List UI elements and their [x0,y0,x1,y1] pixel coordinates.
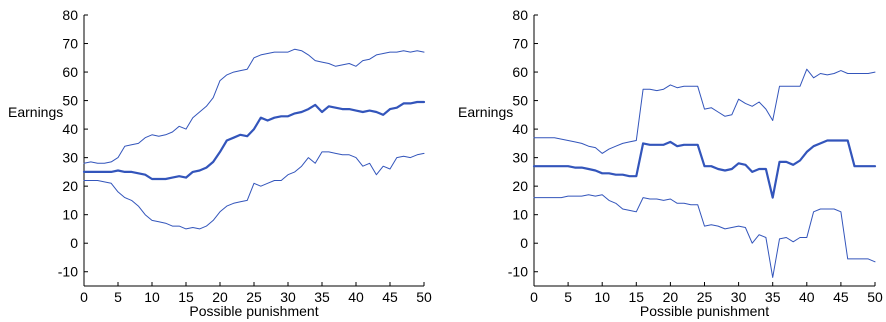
series-line-mean [532,139,877,199]
x-tick-label: 35 [765,289,781,305]
x-tick-label: 40 [799,289,815,305]
x-tick-label: 30 [731,289,747,305]
y-tick-label: 30 [512,150,528,166]
y-tick-label: 10 [512,207,528,223]
y-tick-label: 30 [62,150,78,166]
x-tick-label: 20 [663,289,679,305]
y-tick-label: 60 [62,64,78,80]
x-tick-label: 30 [280,289,296,305]
x-axis-label: Possible punishment [189,303,318,319]
y-tick-label: 70 [512,36,528,52]
y-axis-label: Earnings [458,104,513,120]
x-tick-label: 50 [867,289,883,305]
x-axis-label: Possible punishment [640,303,769,319]
x-tick-label: 50 [416,289,432,305]
x-tick-label: 25 [697,289,713,305]
y-tick-label: 0 [70,235,78,251]
x-tick-label: 10 [144,289,160,305]
y-tick-label: 20 [62,178,78,194]
series-line-lower [83,151,425,230]
x-tick-label: 5 [114,289,122,305]
y-tick-label: 40 [512,121,528,137]
x-tick-label: 10 [594,289,610,305]
y-tick-label: 0 [520,235,528,251]
x-tick-label: 5 [564,289,572,305]
series-line-upper [83,48,425,164]
series-line-lower [533,194,876,278]
y-tick-label: 40 [62,121,78,137]
series-line-upper [533,68,876,154]
x-tick-label: 15 [629,289,645,305]
y-tick-label: -10 [508,264,528,280]
x-tick-label: 25 [246,289,262,305]
series-line-mean [82,100,426,181]
y-tick-label: -10 [58,264,78,280]
x-tick-label: 35 [314,289,330,305]
x-tick-label: 15 [178,289,194,305]
y-tick-label: 70 [62,36,78,52]
x-tick-label: 45 [833,289,849,305]
y-tick-label: 50 [62,93,78,109]
y-axis-label: Earnings [8,104,63,120]
y-tick-label: 80 [62,7,78,23]
x-tick-label: 20 [212,289,228,305]
x-tick-label: 40 [348,289,364,305]
x-tick-label: 0 [530,289,538,305]
y-tick-label: 80 [512,7,528,23]
y-tick-label: 60 [512,64,528,80]
x-tick-label: 45 [382,289,398,305]
y-tick-label: 20 [512,178,528,194]
x-tick-label: 0 [80,289,88,305]
y-tick-label: 50 [512,93,528,109]
y-tick-label: 10 [62,207,78,223]
